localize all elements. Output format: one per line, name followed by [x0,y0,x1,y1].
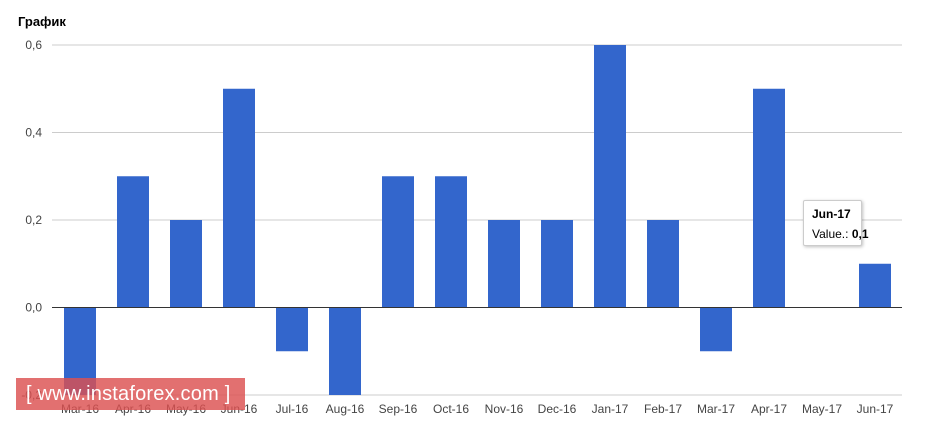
bar [700,307,732,352]
bar [859,263,891,308]
bar [594,45,626,308]
bar [117,176,149,308]
x-tick-label: Apr-17 [751,402,787,416]
bars [64,45,891,395]
bar [541,220,573,308]
y-tick-label: 0,0 [25,301,42,315]
data-tooltip: Jun-17 Value.: 0,1 [803,200,869,246]
x-tick-label: Feb-17 [644,402,682,416]
watermark: [ www.instaforex.com ] [16,378,245,410]
x-tick-label: Aug-16 [326,402,365,416]
x-tick-label: Nov-16 [485,402,524,416]
chart-title: График [18,14,66,29]
bar [435,176,467,308]
x-tick-label: May-17 [802,402,842,416]
bar [647,220,679,308]
y-tick-label: 0,4 [25,126,42,140]
bar [170,220,202,308]
tooltip-row: Value.: 0,1 [812,227,869,241]
x-axis-ticks: Mar-16Apr-16May-16Jun-16Jul-16Aug-16Sep-… [61,402,894,416]
bar [753,88,785,308]
x-tick-label: Sep-16 [379,402,418,416]
tooltip-label: Value.: [812,227,849,241]
x-tick-label: Oct-16 [433,402,469,416]
tooltip-title: Jun-17 [812,207,851,221]
bar [382,176,414,308]
y-tick-label: 0,6 [25,38,42,52]
bar [276,307,308,352]
tooltip-value: 0,1 [851,227,869,241]
bar [329,307,361,395]
bar [488,220,520,308]
x-tick-label: Dec-16 [538,402,577,416]
x-tick-label: Jan-17 [592,402,629,416]
y-tick-label: 0,2 [25,213,42,227]
y-axis-ticks: 0,60,40,20,0-0,2 [21,38,42,402]
x-tick-label: Mar-17 [697,402,735,416]
bar [223,88,255,308]
x-tick-label: Jul-16 [276,402,309,416]
x-tick-label: Jun-17 [857,402,894,416]
